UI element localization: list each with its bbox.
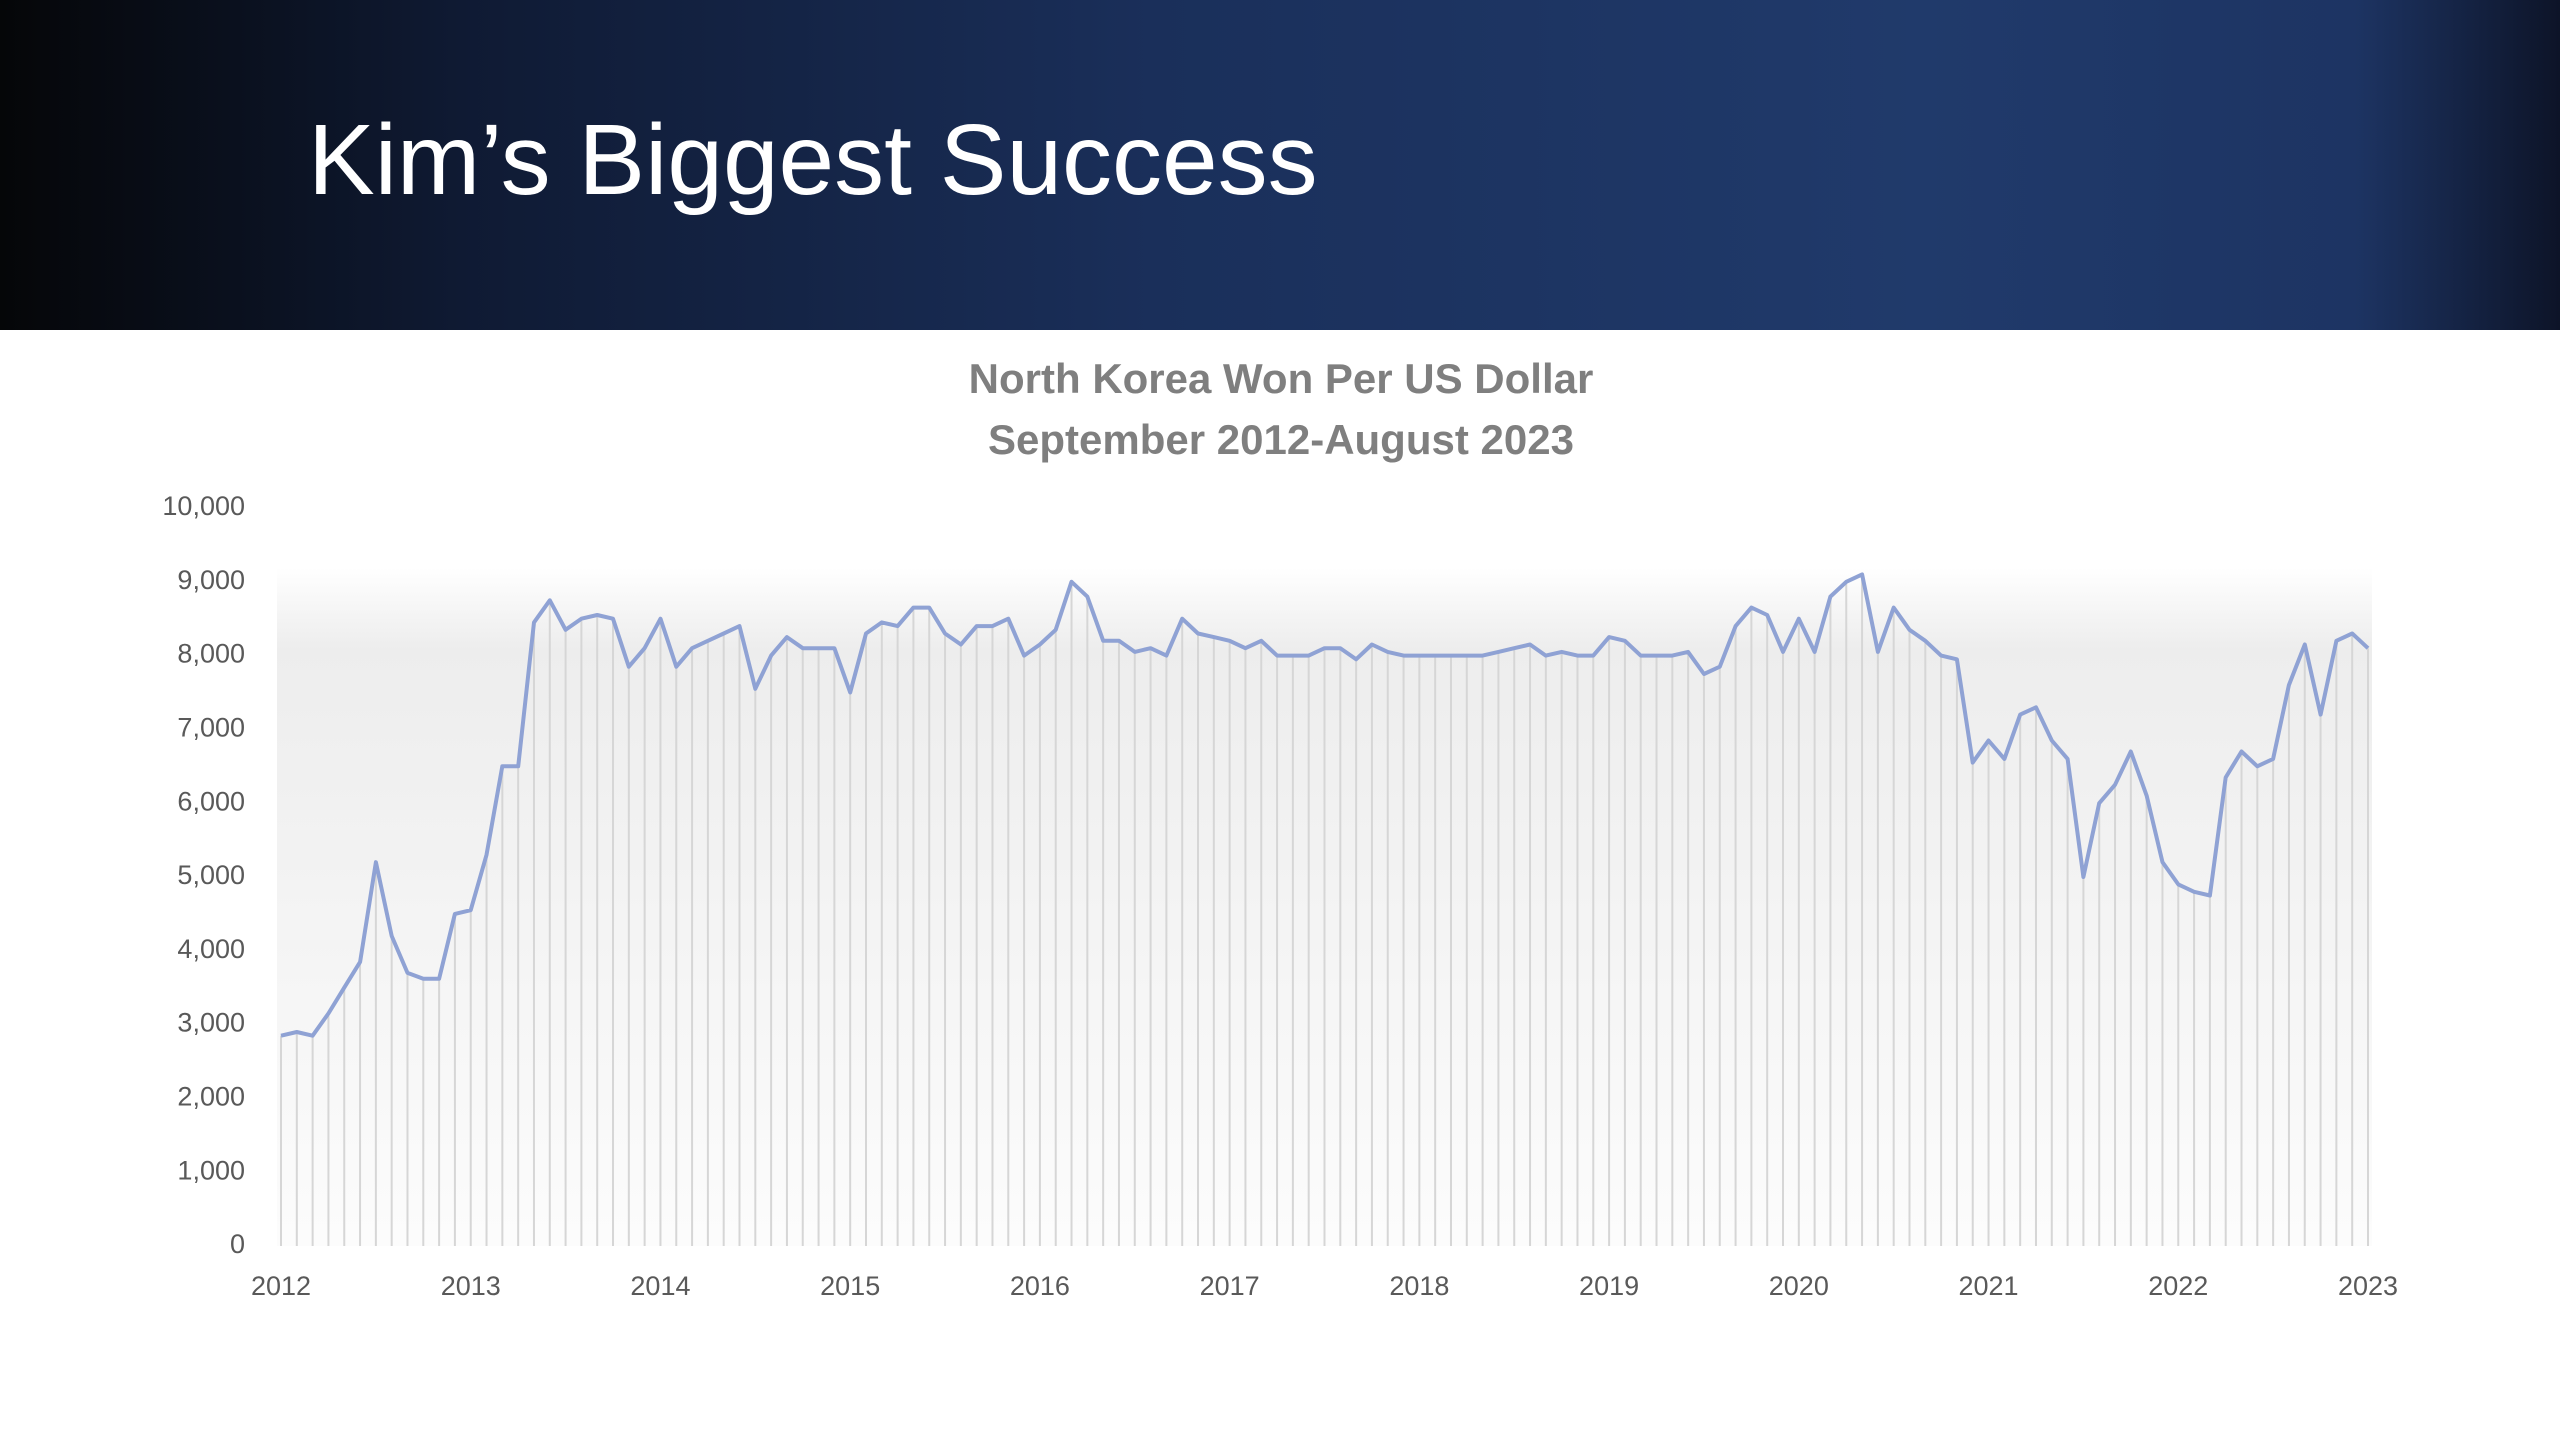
data-line <box>280 572 2370 1038</box>
y-tick-label: 5,000 <box>177 860 245 890</box>
x-tick-label: 2014 <box>630 1271 690 1301</box>
x-tick-label: 2017 <box>1200 1271 1260 1301</box>
y-tick-label: 0 <box>230 1229 245 1259</box>
y-tick-label: 7,000 <box>177 713 245 743</box>
y-tick-label: 10,000 <box>162 491 245 521</box>
plot-area: 0 1,000 2,000 3,000 4,000 5,000 6,000 7,000 8,00… <box>162 491 2398 1301</box>
x-tick-label: 2013 <box>441 1271 501 1301</box>
x-tick-label: 2022 <box>2148 1271 2208 1301</box>
x-tick-label: 2019 <box>1579 1271 1639 1301</box>
x-tick-label: 2016 <box>1010 1271 1070 1301</box>
y-tick-label: 1,000 <box>177 1155 245 1185</box>
x-tick-label: 2023 <box>2338 1271 2398 1301</box>
slide-title: Kim’s Biggest Success <box>308 104 1318 216</box>
y-tick-label: 9,000 <box>177 565 245 595</box>
chart-title: North Korea Won Per US Dollar <box>969 355 1594 402</box>
y-tick-label: 3,000 <box>177 1008 245 1038</box>
y-tick-label: 4,000 <box>177 934 245 964</box>
y-tick-label: 2,000 <box>177 1082 245 1112</box>
x-tick-label: 2015 <box>820 1271 880 1301</box>
x-tick-label: 2021 <box>1959 1271 2019 1301</box>
x-tick-label: 2020 <box>1769 1271 1829 1301</box>
x-tick-label: 2012 <box>251 1271 311 1301</box>
y-tick-label: 6,000 <box>177 786 245 816</box>
chart-subtitle: September 2012-August 2023 <box>988 416 1574 463</box>
header-band: Kim’s Biggest Success <box>0 0 2560 330</box>
x-tick-label: 2018 <box>1389 1271 1449 1301</box>
y-tick-label: 8,000 <box>177 639 245 669</box>
